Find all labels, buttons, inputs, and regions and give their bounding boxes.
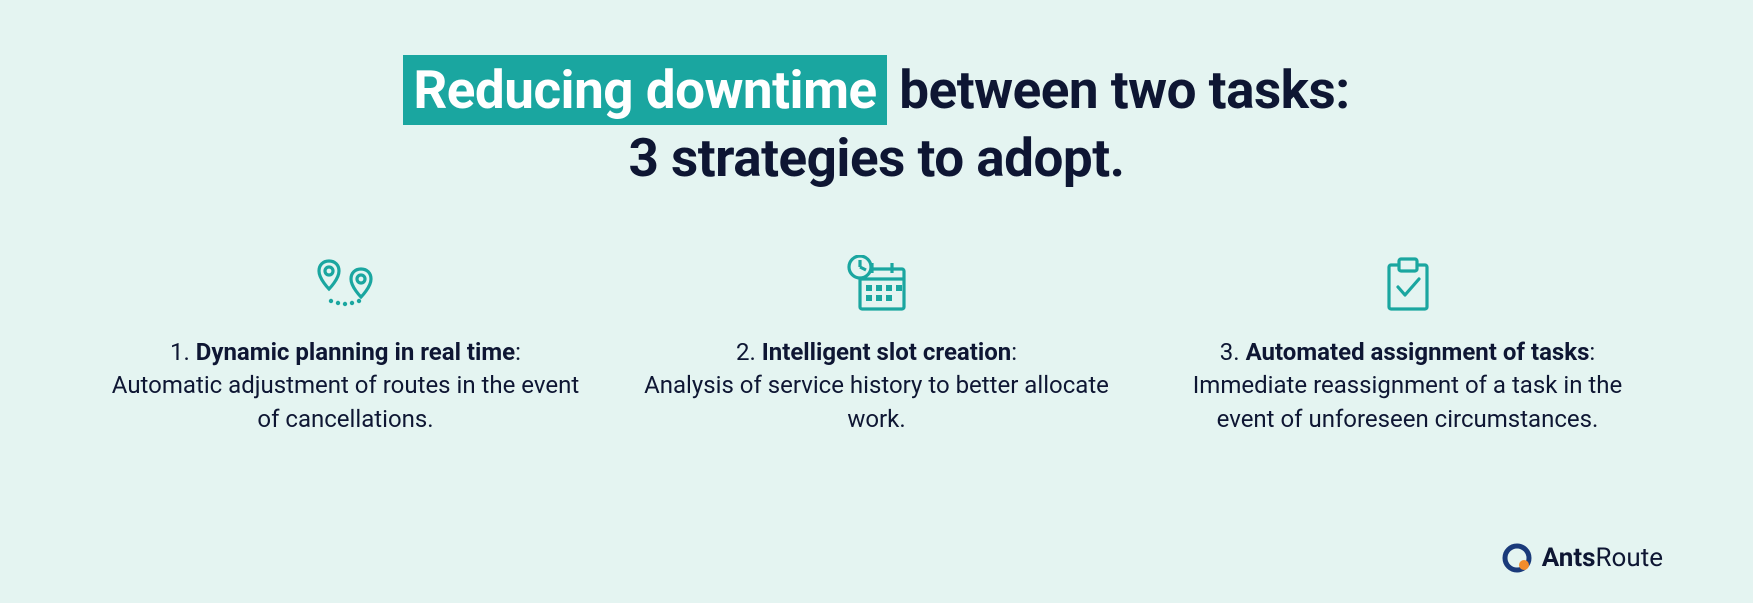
item-3-desc: Immediate reassignment of a task in the … xyxy=(1162,369,1653,436)
title-line-2: 3 strategies to adopt. xyxy=(0,125,1753,191)
item-3-title: 3. Automated assignment of tasks: xyxy=(1162,336,1653,370)
calendar-clock-icon xyxy=(631,252,1122,316)
item-2-num: 2. xyxy=(736,338,762,366)
item-1-colon: : xyxy=(515,338,521,366)
title-line-1: Reducing downtime between two tasks: xyxy=(0,55,1753,125)
item-1-title: 1. Dynamic planning in real time: xyxy=(100,336,591,370)
column-1: 1. Dynamic planning in real time: Automa… xyxy=(100,252,591,437)
brand-text: AntsRoute xyxy=(1542,543,1663,573)
item-3-colon: : xyxy=(1589,338,1595,366)
clipboard-check-icon xyxy=(1162,252,1653,316)
item-1-num: 1. xyxy=(170,338,196,366)
brand-rest: Route xyxy=(1596,543,1663,573)
item-2-colon: : xyxy=(1011,338,1017,366)
column-2: 2. Intelligent slot creation: Analysis o… xyxy=(631,252,1122,437)
title-rest-1: between two tasks: xyxy=(887,59,1350,121)
columns: 1. Dynamic planning in real time: Automa… xyxy=(0,192,1753,437)
title-highlight: Reducing downtime xyxy=(403,55,886,125)
item-3-bold: Automated assignment of tasks xyxy=(1246,338,1590,366)
brand-mark-icon xyxy=(1502,543,1532,573)
item-1-desc: Automatic adjustment of routes in the ev… xyxy=(100,369,591,436)
brand-bold: Ants xyxy=(1542,543,1596,573)
item-2-desc: Analysis of service history to better al… xyxy=(631,369,1122,436)
brand-logo: AntsRoute xyxy=(1502,543,1663,573)
item-1-bold: Dynamic planning in real time xyxy=(196,338,515,366)
item-3-num: 3. xyxy=(1220,338,1246,366)
column-3: 3. Automated assignment of tasks: Immedi… xyxy=(1162,252,1653,437)
title-block: Reducing downtime between two tasks: 3 s… xyxy=(0,0,1753,192)
item-2-bold: Intelligent slot creation xyxy=(762,338,1011,366)
route-pins-icon xyxy=(100,252,591,316)
item-2-title: 2. Intelligent slot creation: xyxy=(631,336,1122,370)
